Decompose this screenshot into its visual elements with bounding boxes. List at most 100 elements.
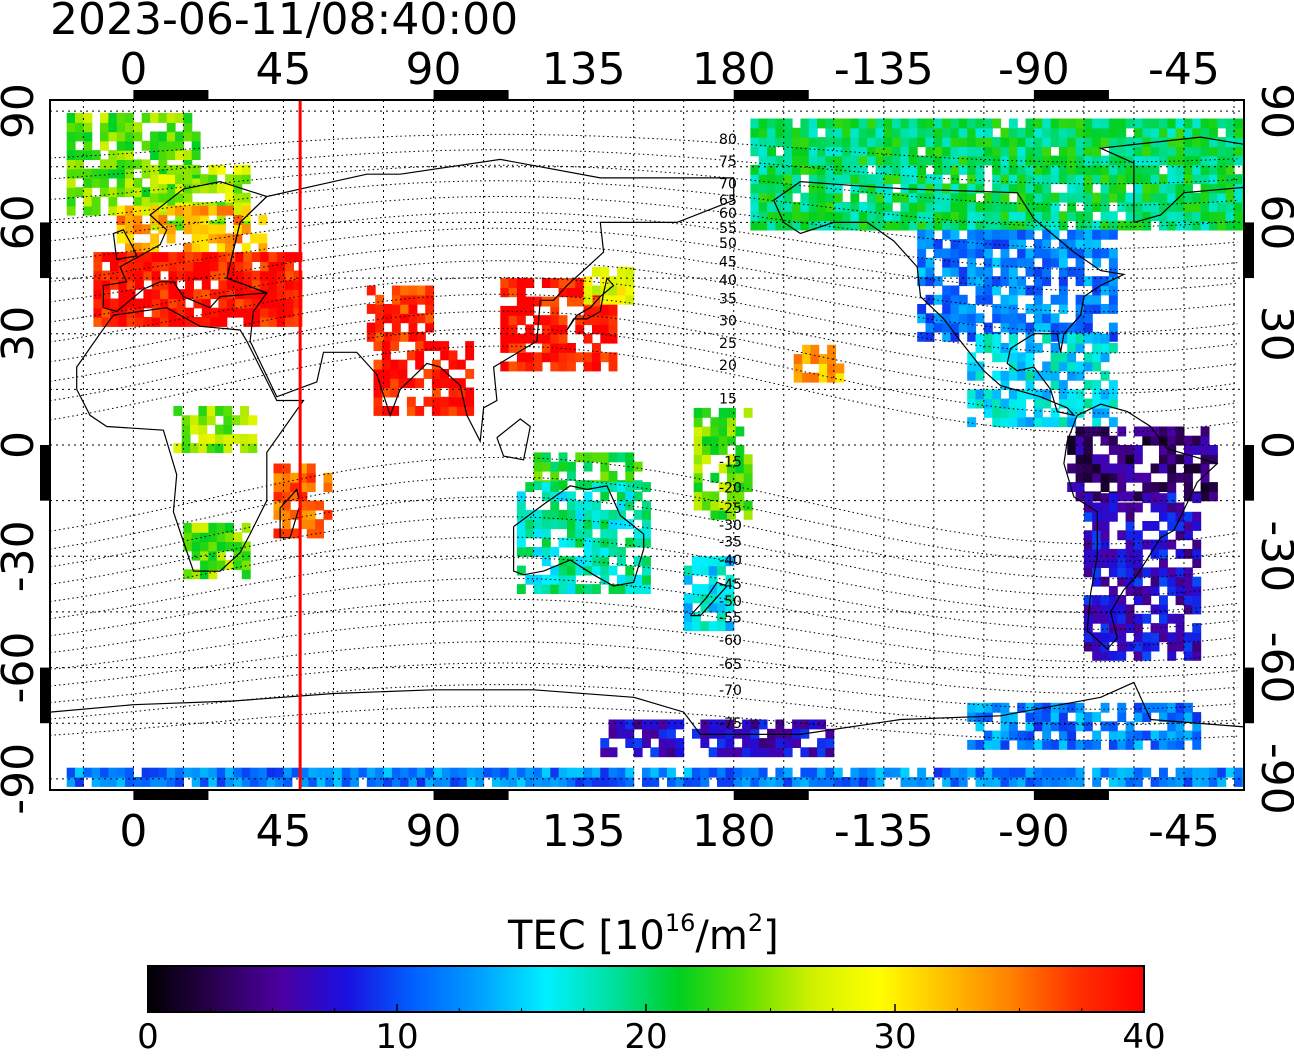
- contour-label: -40: [719, 553, 742, 569]
- bottom-lon-label: 90: [406, 806, 462, 857]
- bottom-lon-label: 135: [542, 806, 626, 857]
- colorbar-title: TEC [1016/m2]: [508, 909, 779, 959]
- right-lat-label: 90: [1251, 83, 1294, 139]
- top-lon-label: 0: [119, 44, 147, 95]
- left-lat-label: -60: [0, 632, 44, 704]
- left-lat-label: 90: [0, 83, 44, 139]
- bottom-border-bar: [733, 790, 809, 800]
- bottom-lon-label: -45: [1148, 806, 1220, 857]
- contour-label: 50: [719, 236, 737, 252]
- tec-region-alaska-greenland: [750, 118, 1244, 231]
- right-lat-label: 60: [1251, 194, 1294, 250]
- coastline-borneo: [496, 418, 531, 461]
- contour-label: 65: [719, 193, 737, 209]
- tec-region-hawaii: [793, 344, 845, 383]
- magnetic-latitude-contours: [50, 133, 1238, 741]
- contour-line: [50, 293, 1238, 374]
- contour-label: -65: [719, 657, 742, 673]
- contour-label: -50: [719, 594, 742, 610]
- right-lat-label: 0: [1251, 431, 1294, 459]
- tec-region-north-america: [917, 229, 1118, 342]
- left-border-bar: [40, 222, 50, 279]
- contour-label: 70: [719, 176, 737, 192]
- top-border-bar: [133, 90, 209, 100]
- contour-label: 20: [719, 358, 737, 374]
- colorbar-tick-label: 10: [375, 1017, 419, 1057]
- top-border-bar: [733, 90, 809, 100]
- contour-label: 35: [719, 291, 737, 307]
- tec-region-europe: [93, 252, 303, 327]
- axis-border-bars: [40, 90, 1254, 800]
- contour-label: 80: [719, 132, 737, 148]
- contour-line: [50, 536, 1238, 614]
- tec-region-east-asia: [500, 278, 618, 372]
- coastline-asia: [226, 158, 735, 444]
- right-border-bar: [1244, 445, 1254, 501]
- contour-label: 60: [719, 206, 737, 222]
- tec-region-south-america-north: [1067, 426, 1218, 502]
- contour-label: -70: [719, 683, 742, 699]
- bottom-lon-label: 180: [692, 806, 776, 857]
- coastline-africa: [76, 307, 305, 572]
- contour-line: [50, 133, 1238, 163]
- contour-line: [50, 180, 1238, 228]
- right-border-bar: [1244, 667, 1254, 724]
- right-lat-label: 30: [1251, 306, 1294, 362]
- contour-line: [50, 164, 1238, 206]
- right-lat-label: -30: [1251, 520, 1294, 592]
- tec-region-pacific-islands: [693, 407, 753, 520]
- colorbar-tick-label: 30: [873, 1017, 917, 1057]
- left-lat-label: 60: [0, 194, 44, 250]
- contour-label: 75: [719, 154, 737, 170]
- top-border-bar: [433, 90, 509, 100]
- left-lat-label: 30: [0, 306, 44, 362]
- left-lat-label: -30: [0, 520, 44, 592]
- left-lat-label: -90: [0, 743, 44, 815]
- contour-line: [50, 276, 1238, 354]
- top-lon-label: 135: [542, 44, 626, 95]
- top-lon-label: 90: [406, 44, 462, 95]
- contour-label: -55: [719, 611, 742, 627]
- contour-label: -25: [719, 501, 742, 517]
- tec-region-south-asia: [373, 341, 475, 416]
- right-border-bar: [1244, 222, 1254, 279]
- tec-region-north-europe: [116, 205, 268, 253]
- contour-label: -35: [719, 534, 742, 550]
- tec-region-south-africa: [183, 522, 251, 580]
- tec-region-central-america: [967, 333, 1118, 428]
- contour-label: 40: [719, 273, 737, 289]
- contour-line: [50, 557, 1238, 630]
- contour-line: [50, 641, 1238, 694]
- contour-label: 15: [719, 392, 737, 408]
- bottom-lon-label: 45: [255, 806, 311, 857]
- bottom-lon-label: -135: [834, 806, 934, 857]
- top-border-bar: [1033, 90, 1109, 100]
- coastline-layer: [50, 136, 1244, 735]
- contour-line: [50, 149, 1238, 185]
- contour-line: [50, 516, 1238, 597]
- tec-data-layer: [66, 113, 1244, 787]
- contour-line: [50, 211, 1238, 271]
- bottom-border-bar: [133, 790, 209, 800]
- coastline-madagascar: [279, 488, 301, 539]
- bottom-border-bar: [433, 790, 509, 800]
- contour-label: -75: [719, 716, 742, 732]
- contour-label: -30: [719, 518, 742, 534]
- contour-line: [50, 705, 1238, 741]
- colorbar-tick-label: 40: [1122, 1017, 1166, 1057]
- coastline-australia: [513, 485, 645, 587]
- top-lon-label: -90: [998, 44, 1070, 95]
- left-lat-label: 0: [0, 431, 44, 459]
- right-lat-label: -90: [1251, 743, 1294, 815]
- colorbar-tick-label: 0: [137, 1017, 159, 1057]
- colorbar-tick-label: 20: [624, 1017, 668, 1057]
- axis-tick-labels: 0045459090135135180180-135-135-90-90-45-…: [0, 44, 1294, 857]
- bottom-border-bar: [1033, 790, 1109, 800]
- left-border-bar: [40, 667, 50, 724]
- coastline-new-zealand: [689, 581, 729, 617]
- contour-line: [50, 619, 1238, 679]
- right-lat-label: -60: [1251, 632, 1294, 704]
- tec-region-new-zealand: [683, 556, 735, 632]
- tec-region-australia: [516, 482, 651, 594]
